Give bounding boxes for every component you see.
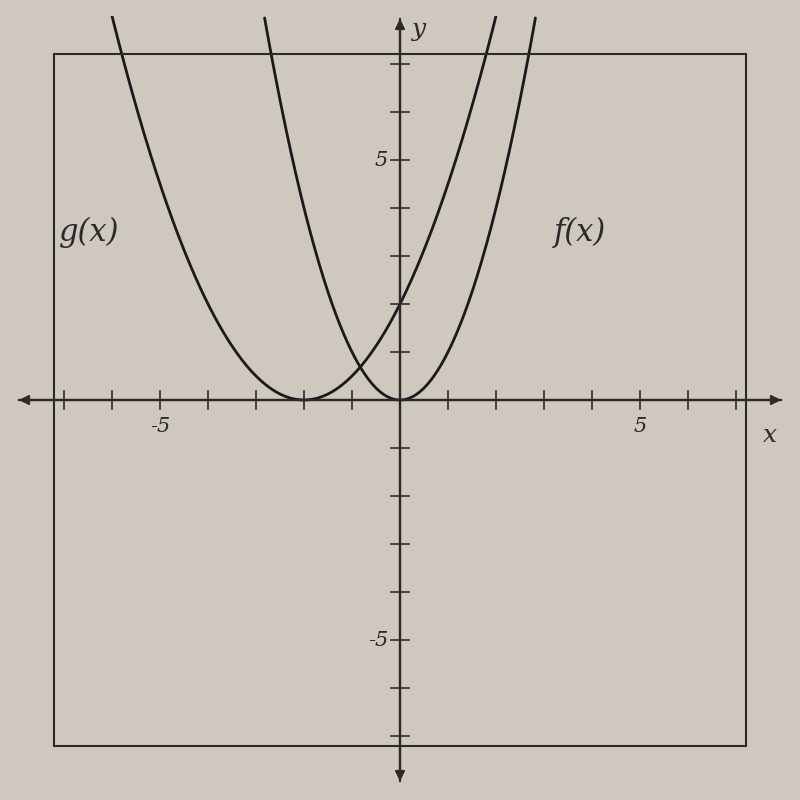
Text: g(x): g(x)	[59, 216, 120, 248]
Text: -5: -5	[368, 630, 388, 650]
Text: 5: 5	[634, 417, 646, 436]
Text: y: y	[412, 18, 426, 42]
Text: f(x): f(x)	[554, 216, 606, 248]
Text: 5: 5	[374, 150, 388, 170]
Text: x: x	[762, 424, 777, 447]
Text: -5: -5	[150, 417, 170, 436]
